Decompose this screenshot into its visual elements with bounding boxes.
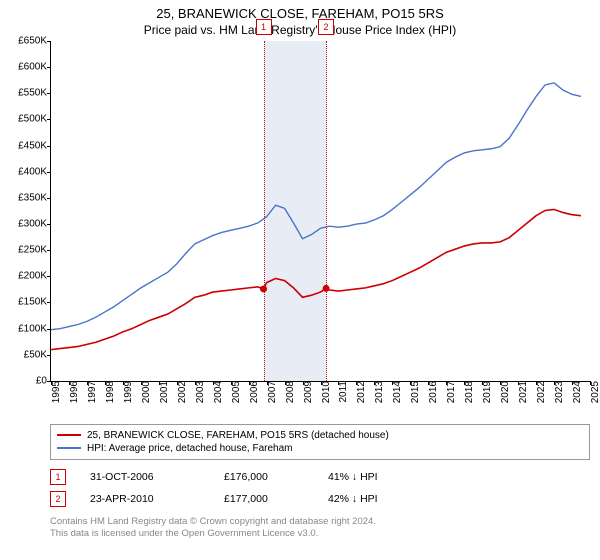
x-tick-label: 2015	[406, 381, 421, 403]
x-tick-label: 1997	[83, 381, 98, 403]
event-row: 2 23-APR-2010 £177,000 42% ↓ HPI	[50, 488, 590, 510]
chart-subtitle: Price paid vs. HM Land Registry's House …	[0, 23, 600, 41]
x-tick-label: 2000	[137, 381, 152, 403]
event-delta: 42% ↓ HPI	[328, 493, 378, 505]
event-date: 31-OCT-2006	[90, 471, 200, 483]
x-tick-label: 1998	[101, 381, 116, 403]
chart-title: 25, BRANEWICK CLOSE, FAREHAM, PO15 5RS	[0, 0, 600, 23]
x-tick-label: 2007	[263, 381, 278, 403]
x-tick-label: 2011	[334, 381, 349, 403]
series-hpi	[51, 83, 581, 330]
x-tick-label: 2024	[568, 381, 583, 403]
x-tick-label: 2004	[209, 381, 224, 403]
x-tick-label: 2025	[586, 381, 600, 403]
x-tick-label: 1999	[119, 381, 134, 403]
x-tick-label: 2013	[370, 381, 385, 403]
x-tick-label: 2012	[352, 381, 367, 403]
event-price: £177,000	[224, 493, 304, 505]
x-tick-label: 2019	[478, 381, 493, 403]
event-date: 23-APR-2010	[90, 493, 200, 505]
legend: 25, BRANEWICK CLOSE, FAREHAM, PO15 5RS (…	[50, 424, 590, 460]
series-property	[51, 209, 581, 349]
legend-swatch	[57, 447, 81, 449]
legend-swatch	[57, 434, 81, 436]
event-row: 1 31-OCT-2006 £176,000 41% ↓ HPI	[50, 466, 590, 488]
chart-container: 25, BRANEWICK CLOSE, FAREHAM, PO15 5RS P…	[0, 0, 600, 560]
event-delta: 41% ↓ HPI	[328, 471, 378, 483]
legend-label: HPI: Average price, detached house, Fare…	[87, 443, 293, 454]
x-tick-label: 2008	[281, 381, 296, 403]
legend-label: 25, BRANEWICK CLOSE, FAREHAM, PO15 5RS (…	[87, 430, 389, 441]
x-tick-label: 2021	[514, 381, 529, 403]
attribution: Contains HM Land Registry data © Crown c…	[50, 516, 590, 541]
x-tick-label: 2001	[155, 381, 170, 403]
x-tick-label: 2003	[191, 381, 206, 403]
events-table: 1 31-OCT-2006 £176,000 41% ↓ HPI 2 23-APR-201…	[50, 466, 590, 510]
x-tick-label: 2017	[442, 381, 457, 403]
x-tick-label: 2016	[424, 381, 439, 403]
x-tick-label: 2006	[245, 381, 260, 403]
event-marker: 2	[318, 19, 334, 35]
legend-row: HPI: Average price, detached house, Fare…	[57, 442, 583, 455]
event-price: £176,000	[224, 471, 304, 483]
event-line	[264, 41, 265, 381]
x-tick-label: 2010	[317, 381, 332, 403]
attribution-line: Contains HM Land Registry data © Crown c…	[50, 516, 590, 528]
event-badge: 1	[50, 469, 66, 485]
x-tick-label: 1995	[47, 381, 62, 403]
x-tick-label: 2014	[388, 381, 403, 403]
x-tick-label: 2009	[299, 381, 314, 403]
chart-svg	[51, 41, 590, 381]
chart-plot-area: £0£50K£100K£150K£200K£250K£300K£350K£400…	[50, 41, 590, 382]
x-tick-label: 1996	[65, 381, 80, 403]
x-tick-label: 2018	[460, 381, 475, 403]
x-tick-label: 2023	[550, 381, 565, 403]
x-tick-label: 2002	[173, 381, 188, 403]
attribution-line: This data is licensed under the Open Gov…	[50, 528, 590, 540]
event-marker: 1	[256, 19, 272, 35]
event-badge: 2	[50, 491, 66, 507]
legend-row: 25, BRANEWICK CLOSE, FAREHAM, PO15 5RS (…	[57, 429, 583, 442]
x-tick-label: 2022	[532, 381, 547, 403]
x-tick-label: 2005	[227, 381, 242, 403]
event-line	[326, 41, 327, 381]
x-tick-label: 2020	[496, 381, 511, 403]
